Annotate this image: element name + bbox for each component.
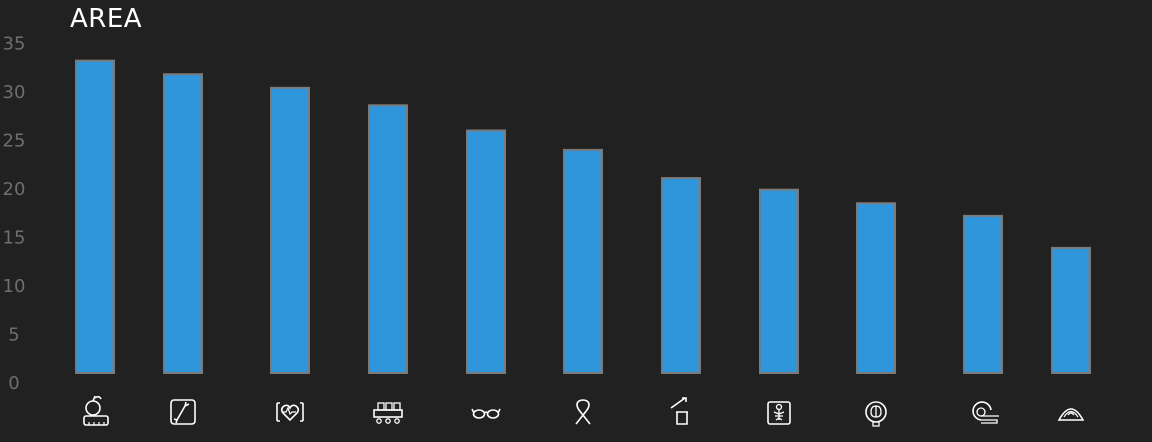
oncology-ribbon-icon	[575, 399, 591, 425]
ultrasound-icon	[1057, 408, 1085, 421]
y-tick-label: 20	[3, 179, 26, 200]
y-tick-label: 25	[3, 131, 26, 152]
category-icons	[83, 395, 1085, 427]
bars	[75, 59, 1091, 375]
bar-ultrasound	[1051, 246, 1091, 374]
bar-laboratory-sample	[661, 177, 701, 374]
bar-neurology	[856, 202, 896, 374]
hospital-beds-icon	[373, 402, 403, 424]
bar-ophthalmology	[466, 129, 506, 374]
y-tick-label: 15	[3, 228, 26, 249]
mri-scanner-icon	[972, 401, 999, 424]
y-axis: 0 5 10 15 20 25 30 35	[3, 34, 26, 395]
ophthalmology-icon	[471, 408, 501, 419]
bar-radiology-xray	[759, 188, 799, 374]
orthopedics-icon	[170, 399, 196, 425]
y-tick-label: 10	[3, 276, 26, 297]
nutrition-icon	[83, 395, 109, 426]
neurology-icon	[865, 401, 887, 427]
y-tick-label: 35	[3, 34, 26, 55]
radiology-xray-icon	[767, 401, 791, 425]
bar-cardiology	[270, 86, 310, 374]
y-tick-label: 30	[3, 82, 26, 103]
laboratory-sample-icon	[670, 397, 688, 425]
bar-mri-scanner	[963, 214, 1003, 374]
bar-hospital-beds	[368, 104, 408, 374]
y-tick-label: 5	[8, 325, 19, 346]
cardiology-icon	[276, 402, 304, 422]
y-tick-label: 0	[8, 373, 19, 394]
bar-orthopedics	[163, 73, 203, 375]
bar-nutrition	[75, 59, 115, 374]
chart-title: AREA	[70, 4, 143, 34]
bar-oncology-ribbon	[563, 148, 603, 374]
